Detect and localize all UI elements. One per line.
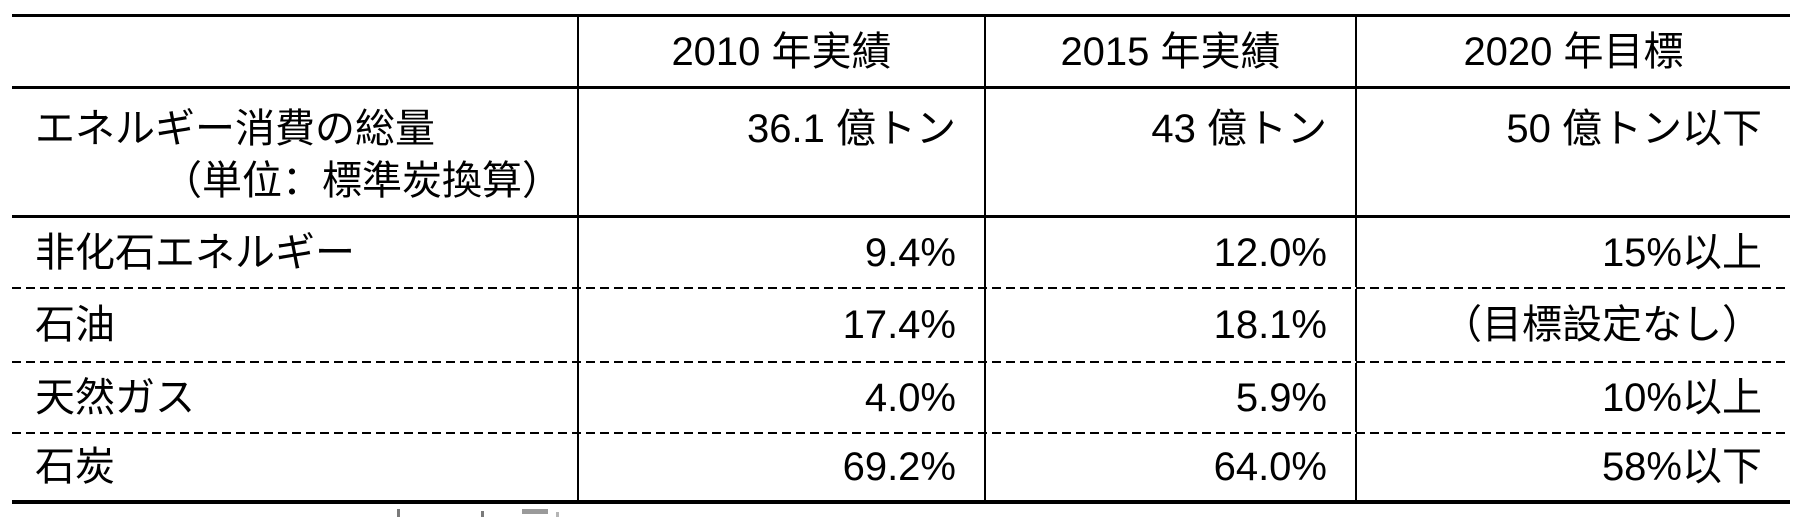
header-row: 2010 年実績 2015 年実績 2020 年目標 (12, 17, 1790, 86)
cell-nonfossil-2010: 9.4% (577, 218, 984, 287)
cell-coal-2020: 58%以下 (1355, 434, 1790, 500)
table-row-oil: 石油 17.4% 18.1% （目標設定なし） (12, 289, 1790, 361)
header-cell-2010: 2010 年実績 (577, 17, 984, 86)
header-cell-2020: 2020 年目標 (1355, 17, 1790, 86)
cell-gas-2010: 4.0% (577, 363, 984, 432)
table-row-coal: 石炭 69.2% 64.0% 58%以下 (12, 434, 1790, 500)
cell-nonfossil-2020: 15%以上 (1355, 218, 1790, 287)
row-separator-dashed (12, 361, 1790, 363)
row-label-line1: エネルギー消費の総量 (35, 107, 435, 151)
energy-consumption-table: 2010 年実績 2015 年実績 2020 年目標 エネルギー消費の総量 （単… (12, 14, 1790, 504)
row-label-natural-gas: 天然ガス (35, 375, 195, 420)
row-separator-solid (12, 215, 1790, 218)
clipped-glyph-mark (481, 511, 484, 517)
cell-total-2015: 43 億トン (984, 89, 1355, 215)
row-label-total-energy: エネルギー消費の総量 （単位：標準炭換算） (12, 89, 577, 215)
row-label-line2: （単位：標準炭換算） (162, 159, 562, 203)
table-bottom-border (12, 500, 1790, 504)
clipped-glyph-mark (522, 509, 548, 514)
table-row-total-energy: エネルギー消費の総量 （単位：標準炭換算） 36.1 億トン 43 億トン 50… (12, 89, 1790, 215)
clipped-glyph-mark (397, 509, 400, 517)
table-row-natural-gas: 天然ガス 4.0% 5.9% 10%以上 (12, 363, 1790, 432)
cell-oil-2015: 18.1% (984, 289, 1355, 361)
row-label-non-fossil: 非化石エネルギー (35, 230, 355, 275)
cell-coal-2010: 69.2% (577, 434, 984, 500)
header-cell-2015: 2015 年実績 (984, 17, 1355, 86)
header-cell-empty (12, 17, 577, 86)
table-row-non-fossil: 非化石エネルギー 9.4% 12.0% 15%以上 (12, 218, 1790, 287)
cell-nonfossil-2015: 12.0% (984, 218, 1355, 287)
clipped-glyph-mark (556, 512, 559, 517)
cell-total-2010: 36.1 億トン (577, 89, 984, 215)
cell-gas-2015: 5.9% (984, 363, 1355, 432)
table-top-border (12, 14, 1790, 17)
row-label-coal: 石炭 (35, 445, 115, 489)
row-separator-dashed (12, 287, 1790, 289)
row-label-oil: 石油 (35, 303, 115, 347)
cell-gas-2020: 10%以上 (1355, 363, 1790, 432)
cell-oil-2010: 17.4% (577, 289, 984, 361)
row-separator-dashed (12, 432, 1790, 434)
cell-coal-2015: 64.0% (984, 434, 1355, 500)
cell-total-2020: 50 億トン以下 (1355, 89, 1790, 215)
header-separator (12, 86, 1790, 89)
cell-oil-2020: （目標設定なし） (1355, 289, 1790, 361)
